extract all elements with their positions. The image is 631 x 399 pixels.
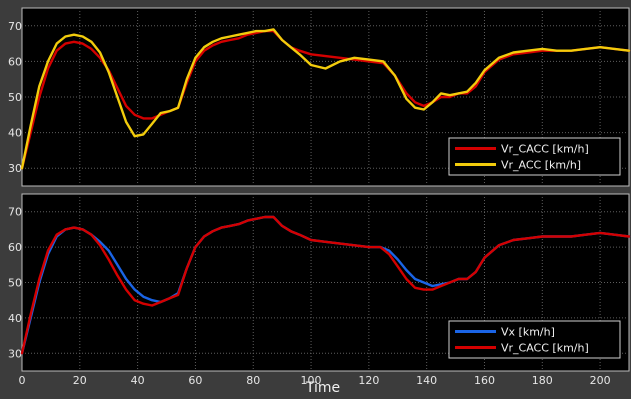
- xtick-label-10: 200: [590, 374, 611, 387]
- xtick-label-3: 60: [188, 374, 202, 387]
- xtick-label-4: 80: [246, 374, 260, 387]
- xtick-label-0: 0: [19, 374, 26, 387]
- bottom-series-line-1: [20, 215, 631, 355]
- bottom-ytick-label-4: 70: [8, 206, 22, 219]
- xtick-label-5: 100: [301, 374, 322, 387]
- x-axis-label: Time: [305, 380, 340, 396]
- top-legend-label-0: Vr_CACC [km/h]: [501, 143, 589, 156]
- top-legend-box: [448, 137, 621, 176]
- xtick-label-9: 180: [532, 374, 553, 387]
- top-legend-label-1: Vr_ACC [km/h]: [501, 159, 581, 172]
- top-series: [20, 28, 631, 170]
- xtick-label-7: 140: [416, 374, 437, 387]
- bottom-legend-label-0: Vx [km/h]: [501, 326, 555, 339]
- top-ytick-label-3: 60: [8, 55, 22, 68]
- bottom-panel: 30 40 50 60 70 0 20 40 60 80 100 120 140 160 180 200 V…: [8, 193, 631, 396]
- xtick-label-6: 120: [358, 374, 379, 387]
- top-ytick-label-4: 70: [8, 20, 22, 33]
- bottom-ytick-label-1: 40: [8, 312, 22, 325]
- top-ytick-label-0: 30: [8, 162, 22, 175]
- top-ytick-label-1: 40: [8, 127, 22, 140]
- xtick-label-8: 160: [474, 374, 495, 387]
- top-grid: [22, 8, 629, 186]
- top-series-line-1: [20, 28, 631, 170]
- bottom-series: [20, 215, 631, 355]
- top-yticks: 30 40 50 60 70: [8, 20, 22, 175]
- bottom-ytick-label-2: 50: [8, 277, 22, 290]
- xtick-label-2: 40: [131, 374, 145, 387]
- bottom-legend: Vx [km/h] Vr_CACC [km/h]: [448, 320, 621, 359]
- bottom-legend-label-1: Vr_CACC [km/h]: [501, 342, 589, 355]
- bottom-ytick-label-3: 60: [8, 241, 22, 254]
- top-ytick-label-2: 50: [8, 91, 22, 104]
- top-legend: Vr_CACC [km/h] Vr_ACC [km/h]: [448, 137, 621, 176]
- bottom-ytick-label-0: 30: [8, 347, 22, 360]
- bottom-yticks: 30 40 50 60 70: [8, 206, 22, 361]
- bottom-legend-box: [448, 320, 621, 359]
- bottom-xticks: 0 20 40 60 80 100 120 140 160 180 200: [19, 374, 611, 387]
- top-panel: 30 40 50 60 70 Vr_CACC [km/h] Vr_ACC [km/h]: [8, 7, 631, 187]
- xtick-label-1: 20: [73, 374, 87, 387]
